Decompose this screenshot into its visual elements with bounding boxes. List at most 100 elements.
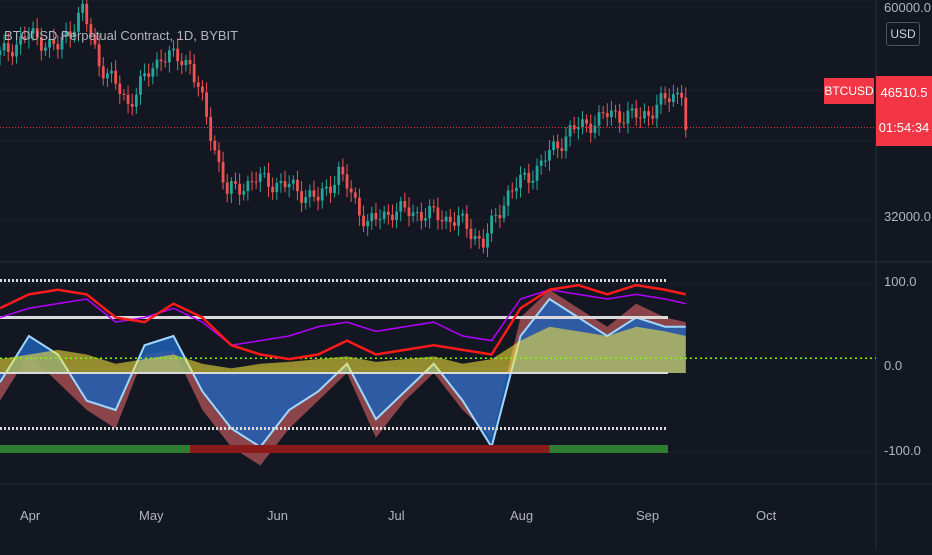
candle-body [362,215,365,227]
candle-body [610,110,613,118]
candle-body [155,59,159,69]
candle-body [370,213,374,222]
candle-body [568,125,572,137]
candle-body [411,212,415,217]
candle-body [345,174,349,189]
candle-body [258,173,262,182]
candle-body [180,61,184,66]
candle-body [134,94,138,107]
candle-body [341,166,345,175]
candle-body [593,125,597,133]
signal-band-segment [549,445,668,453]
candle-body [407,207,411,217]
x-tick-may: May [139,508,164,523]
candle-body [374,213,378,220]
candle-body [614,110,617,112]
candle-body [444,216,448,222]
candle-body [585,119,589,124]
candle-body [477,235,481,239]
candle-body [308,190,312,198]
candle-body [10,51,14,57]
candle-body [143,73,146,77]
candle-body [436,207,440,220]
candle-body [564,136,568,151]
candle-body [626,110,630,124]
candle-body [337,166,341,185]
candle-body [39,37,43,51]
candle-body [486,233,489,248]
candle-body [655,104,659,119]
candle-body [572,125,576,130]
candle-body [543,160,547,162]
candle-body [172,48,175,51]
candle-body [184,60,188,66]
candle-body [48,39,51,48]
candle-body [576,127,580,130]
candle-body [201,86,204,93]
candle-body [457,215,460,226]
candle-body [630,108,634,111]
candle-body [469,228,473,240]
candle-body [97,44,101,67]
candle-body [647,111,650,116]
candle-body [349,188,353,193]
candle-body [506,190,510,206]
candle-body [217,150,221,162]
candle-body [391,214,394,220]
candle-body [205,92,208,117]
candle-body [527,172,531,183]
candle-body [279,181,283,184]
candle-body [15,44,18,57]
candle-body [242,191,246,195]
candle-body [110,70,113,74]
oscillator-purple-line [0,288,686,347]
candle-body [494,214,498,216]
candle-body [473,235,477,240]
candle-body [159,59,163,62]
candle-body [85,3,89,25]
candle-body [552,141,555,150]
candle-body [324,186,328,189]
candle-body [453,222,456,226]
candle-body [122,93,126,95]
currency-button[interactable]: USD [886,22,920,46]
candle-body [196,82,200,87]
candle-body [283,181,287,188]
candle-body [651,115,655,119]
candle-body [395,211,398,220]
candle-body [56,43,60,50]
candle-body [597,112,601,126]
candle-body [101,66,105,79]
candle-body [234,181,237,184]
oscillator-red-line [0,283,687,361]
candle-body [403,201,407,208]
symbol-title: BTCUSD Perpetual Contract, 1D, BYBIT [4,28,239,43]
candle-body [176,48,180,62]
last-price-tag: 46510.5 01:54:34 [876,76,932,146]
candle-body [382,211,386,219]
candle-body [19,36,23,45]
candle-body [320,188,324,201]
candle-body [643,111,646,119]
x-tick-apr: Apr [20,508,41,523]
candle-body [163,61,167,63]
candle-body [250,181,254,183]
candle-body [419,212,423,221]
candle-body [192,64,196,83]
y-tick-osc-bottom: -100.0 [884,443,921,458]
candle-body [440,219,444,222]
candle-body [213,140,217,151]
candle-body [428,206,432,219]
candle-body [209,116,213,141]
candle-body [638,117,642,119]
candle-body [89,24,93,36]
candle-body [386,211,390,215]
candle-body [432,206,436,208]
candle-body [254,181,258,183]
candle-body [539,160,543,166]
candle-body [188,60,192,65]
oscillator-yellow-area [0,326,686,373]
